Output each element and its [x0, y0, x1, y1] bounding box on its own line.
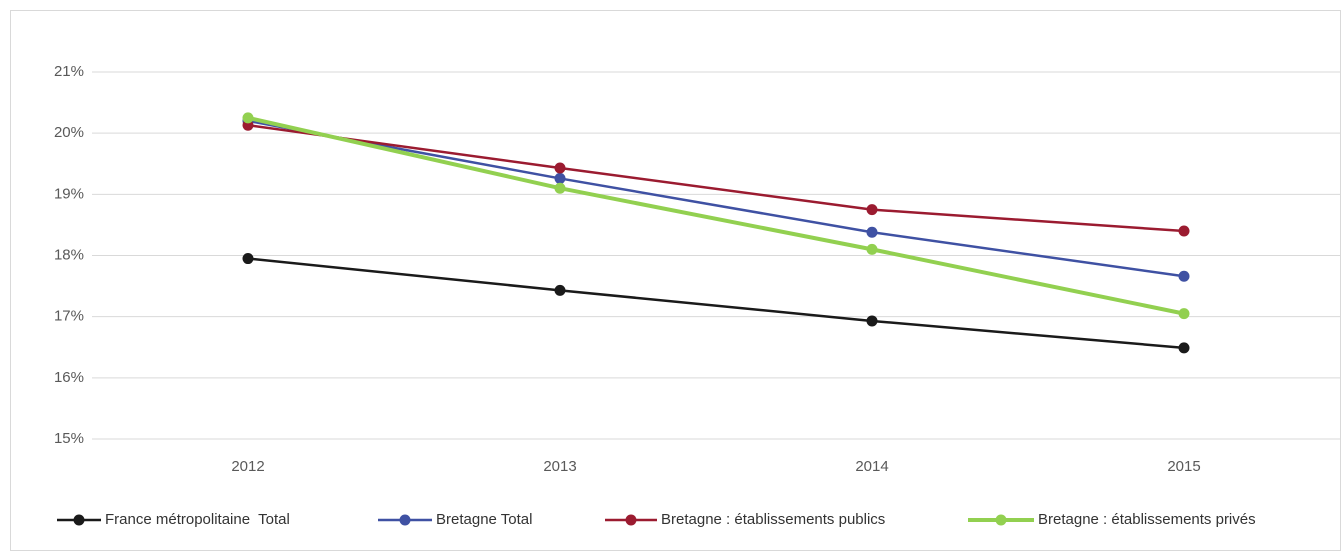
- data-point: [866, 226, 878, 238]
- data-point: [554, 172, 566, 184]
- x-tick-label: 2013: [543, 458, 576, 475]
- legend-marker: [73, 514, 85, 526]
- legend: France métropolitaine Total Bretagne Tota…: [57, 511, 1256, 528]
- x-tick-label: 2015: [1167, 458, 1200, 475]
- legend-marker: [399, 514, 411, 526]
- x-tick-label: 2012: [231, 458, 264, 475]
- y-tick-label: 15%: [54, 430, 84, 447]
- data-point: [866, 315, 878, 327]
- series-line: [247, 115, 1185, 316]
- data-point: [554, 162, 566, 174]
- legend-label: France métropolitaine Total: [105, 511, 290, 528]
- y-tick-label: 21%: [54, 63, 84, 80]
- legend-label: Bretagne Total: [436, 511, 532, 528]
- legend-label: Bretagne : établissements privés: [1038, 511, 1256, 528]
- x-tick-label: 2014: [855, 458, 888, 475]
- legend-label: Bretagne : établissements publics: [661, 511, 885, 528]
- series-line: [247, 119, 1185, 278]
- data-point: [242, 253, 254, 265]
- data-point: [554, 284, 566, 296]
- series-line: [247, 123, 1185, 233]
- data-point: [866, 204, 878, 216]
- data-point: [1178, 342, 1190, 354]
- y-tick-label: 17%: [54, 308, 84, 325]
- data-point: [866, 243, 878, 255]
- data-point: [554, 182, 566, 194]
- y-tick-label: 18%: [54, 246, 84, 263]
- data-point: [1178, 270, 1190, 282]
- legend-marker: [625, 514, 637, 526]
- data-point: [1178, 308, 1190, 320]
- legend-marker: [995, 514, 1007, 526]
- series-line: [247, 257, 1185, 350]
- data-point: [1178, 225, 1190, 237]
- y-tick-label: 20%: [54, 124, 84, 141]
- y-tick-label: 19%: [54, 185, 84, 202]
- y-tick-label: 16%: [54, 369, 84, 386]
- data-point: [242, 112, 254, 124]
- chart-frame: [10, 10, 1341, 551]
